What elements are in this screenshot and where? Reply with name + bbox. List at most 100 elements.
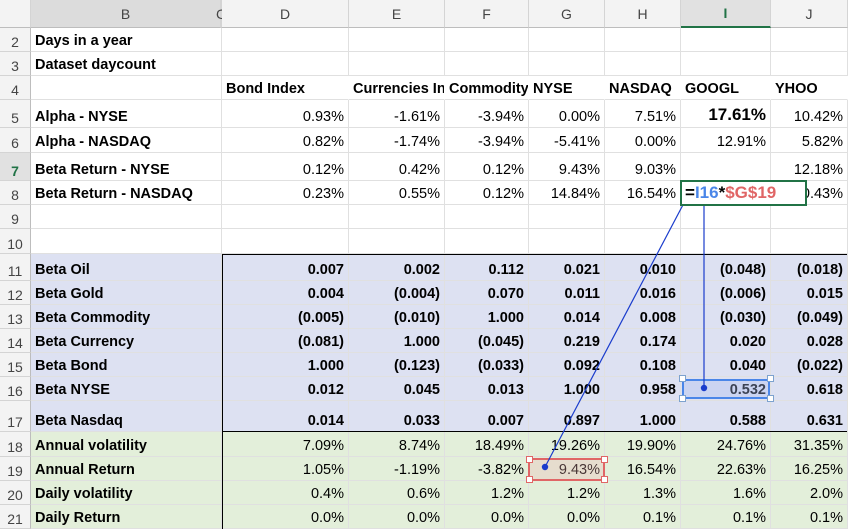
cell-h12[interactable]: 0.016 [605, 281, 681, 305]
cell-f18[interactable]: 18.49% [445, 432, 529, 457]
cell-e12[interactable]: (0.004) [349, 281, 445, 305]
cell-f12[interactable]: 0.070 [445, 281, 529, 305]
cell-d15[interactable]: 1.000 [222, 353, 349, 377]
cell-i9[interactable] [681, 205, 771, 229]
cell-f13[interactable]: 1.000 [445, 305, 529, 329]
row-label-19[interactable]: Annual Return [31, 457, 222, 481]
row-header-20[interactable]: 20 [0, 481, 31, 505]
cell-d10[interactable] [222, 229, 349, 254]
cell-g11[interactable]: 0.021 [529, 254, 605, 281]
cell-f8[interactable]: 0.12% [445, 181, 529, 205]
cell-h11[interactable]: 0.010 [605, 254, 681, 281]
cell-h10[interactable] [605, 229, 681, 254]
row-header-12[interactable]: 12 [0, 281, 31, 305]
cell-j8[interactable]: 10.43% [771, 181, 848, 205]
cell-g8[interactable]: 14.84% [529, 181, 605, 205]
cell-j14[interactable]: 0.028 [771, 329, 848, 353]
cell-d20[interactable]: 0.4% [222, 481, 349, 505]
row-header-14[interactable]: 14 [0, 329, 31, 353]
cell-e5[interactable]: -1.61% [349, 100, 445, 128]
row-label-17[interactable]: Beta Nasdaq [31, 401, 222, 432]
resize-handle-g19-0[interactable] [526, 456, 533, 463]
cell-j21[interactable]: 0.1% [771, 505, 848, 529]
cell-g12[interactable]: 0.011 [529, 281, 605, 305]
cell-i10[interactable] [681, 229, 771, 254]
cell-h4[interactable]: NASDAQ [605, 76, 681, 100]
cell-i5[interactable]: 17.61% [681, 100, 771, 128]
cell-g10[interactable] [529, 229, 605, 254]
resize-handle-g19-1[interactable] [601, 456, 608, 463]
column-header-c[interactable]: C [216, 0, 226, 28]
cell-f10[interactable] [445, 229, 529, 254]
cell-f2[interactable] [445, 28, 529, 52]
row-header-7[interactable]: 7 [0, 153, 31, 181]
cell-f4[interactable]: Commodity [445, 76, 529, 100]
cell-f16[interactable]: 0.013 [445, 377, 529, 401]
cell-i21[interactable]: 0.1% [681, 505, 771, 529]
select-all-corner[interactable] [0, 0, 31, 28]
column-header-h[interactable]: H [605, 0, 681, 28]
cell-h15[interactable]: 0.108 [605, 353, 681, 377]
column-header-e[interactable]: E [349, 0, 445, 28]
cell-f19[interactable]: -3.82% [445, 457, 529, 481]
cell-d7[interactable]: 0.12% [222, 153, 349, 181]
cell-e18[interactable]: 8.74% [349, 432, 445, 457]
row-header-13[interactable]: 13 [0, 305, 31, 329]
cell-f11[interactable]: 0.112 [445, 254, 529, 281]
cell-d18[interactable]: 7.09% [222, 432, 349, 457]
cell-j15[interactable]: (0.022) [771, 353, 848, 377]
cell-g17[interactable]: 0.897 [529, 401, 605, 432]
cell-g2[interactable] [529, 28, 605, 52]
column-header-i[interactable]: I [681, 0, 771, 28]
cell-f5[interactable]: -3.94% [445, 100, 529, 128]
row-header-6[interactable]: 6 [0, 128, 31, 153]
cell-h18[interactable]: 19.90% [605, 432, 681, 457]
cell-g14[interactable]: 0.219 [529, 329, 605, 353]
resize-handle-i16-0[interactable] [679, 375, 686, 382]
cell-i8[interactable]: 9.72% [681, 181, 771, 205]
cell-h9[interactable] [605, 205, 681, 229]
row-label-12[interactable]: Beta Gold [31, 281, 222, 305]
row-label-14[interactable]: Beta Currency [31, 329, 222, 353]
cell-h17[interactable]: 1.000 [605, 401, 681, 432]
cell-d4[interactable]: Bond Index [222, 76, 349, 100]
cell-g20[interactable]: 1.2% [529, 481, 605, 505]
cell-i12[interactable]: (0.006) [681, 281, 771, 305]
cell-g9[interactable] [529, 205, 605, 229]
cell-e8[interactable]: 0.55% [349, 181, 445, 205]
cell-e19[interactable]: -1.19% [349, 457, 445, 481]
cell-g18[interactable]: 19.26% [529, 432, 605, 457]
cell-i16[interactable]: 0.532 [681, 377, 771, 401]
cell-i2[interactable] [681, 28, 771, 52]
cell-e6[interactable]: -1.74% [349, 128, 445, 153]
row-label-10[interactable] [31, 229, 222, 254]
cell-f7[interactable]: 0.12% [445, 153, 529, 181]
cell-j10[interactable] [771, 229, 848, 254]
cell-i20[interactable]: 1.6% [681, 481, 771, 505]
cell-h19[interactable]: 16.54% [605, 457, 681, 481]
cell-f20[interactable]: 1.2% [445, 481, 529, 505]
cell-h2[interactable] [605, 28, 681, 52]
cell-i6[interactable]: 12.91% [681, 128, 771, 153]
cell-h3[interactable] [605, 52, 681, 76]
cell-h21[interactable]: 0.1% [605, 505, 681, 529]
cell-e13[interactable]: (0.010) [349, 305, 445, 329]
row-header-16[interactable]: 16 [0, 377, 31, 401]
cell-j4[interactable]: YHOO [771, 76, 848, 100]
cell-g3[interactable] [529, 52, 605, 76]
cell-i15[interactable]: 0.040 [681, 353, 771, 377]
column-header-g[interactable]: G [529, 0, 605, 28]
cell-j2[interactable] [771, 28, 848, 52]
cell-e16[interactable]: 0.045 [349, 377, 445, 401]
cell-h7[interactable]: 9.03% [605, 153, 681, 181]
cell-g16[interactable]: 1.000 [529, 377, 605, 401]
cell-f14[interactable]: (0.045) [445, 329, 529, 353]
cell-i14[interactable]: 0.020 [681, 329, 771, 353]
cell-d3[interactable] [222, 52, 349, 76]
cell-g7[interactable]: 9.43% [529, 153, 605, 181]
cell-h6[interactable]: 0.00% [605, 128, 681, 153]
row-label-18[interactable]: Annual volatility [31, 432, 222, 457]
cell-d19[interactable]: 1.05% [222, 457, 349, 481]
row-header-21[interactable]: 21 [0, 505, 31, 529]
